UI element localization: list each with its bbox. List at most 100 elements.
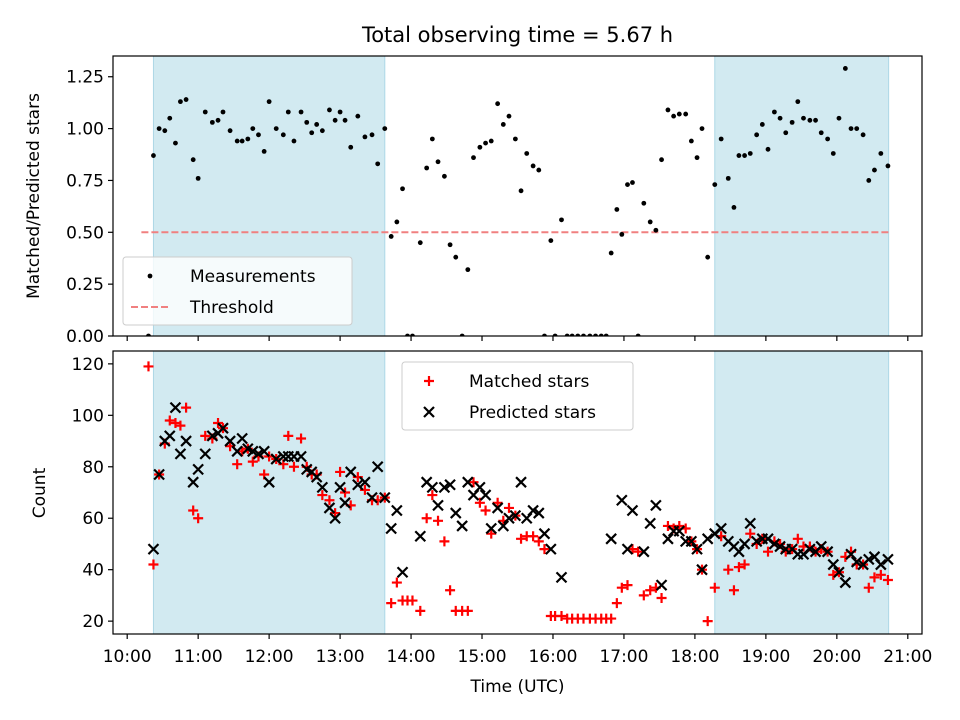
matched-star-point [386,598,397,609]
x-tick-label: 15:00 [458,647,507,667]
measurement-point [836,115,842,121]
matched-star-point [674,520,685,531]
predicted-star-point [750,535,763,548]
panel-top: 0.00 0.25 0.50 0.75 1.00 1.25 Measurements Thre… [66,55,923,347]
matched-star-point [875,569,886,580]
predicted-star-point [768,538,781,550]
predicted-star-point [527,504,539,517]
predicted-star-point [839,576,852,589]
measurement-point [314,122,320,127]
predicted-star-point [845,548,857,561]
x-tick-label: 10:00 [103,647,152,667]
matched-star-point [627,544,638,555]
measurement-point [167,115,173,121]
predicted-star-point [462,476,474,488]
measurement-point [765,146,771,152]
matched-star-point [181,402,192,413]
measurement-point [471,155,476,161]
predicted-star-point [206,430,219,442]
predicted-star-point [295,450,307,463]
predicted-star-point [334,481,346,494]
predicted-star-point [329,512,341,525]
measurement-point [818,130,824,136]
measurement-point [369,132,375,138]
matched-star-point [662,520,673,531]
predicted-star-point [438,481,451,494]
x-tick-label: 18:00 [670,647,719,667]
measurement-point [747,151,753,156]
measurement-point [813,117,818,123]
predicted-star-point [691,543,703,555]
predicted-star-point [538,527,551,540]
measurement-point [183,97,189,102]
predicted-star-point [180,435,192,447]
measurement-point [342,117,348,123]
measurement-point [298,109,304,115]
measurement-point [754,132,760,138]
measurement-point [337,109,343,115]
predicted-star-point [426,481,439,494]
x-tick-label: 20:00 [812,647,861,667]
predicted-star-point [252,448,265,460]
predicted-star-point [187,476,199,488]
matched-star-point [882,574,893,585]
predicted-star-point [456,520,468,532]
matched-star-point [462,605,473,616]
matched-star-point [792,533,803,544]
predicted-star-point [605,533,617,545]
measurement-point [239,138,245,144]
legend-dot-icon [147,273,153,279]
predicted-star-point [217,422,229,434]
matched-star-point [702,616,713,627]
measurement-point [162,128,168,134]
measurement-point [465,267,471,273]
measurement-point [400,186,405,192]
measurement-point [614,207,620,212]
legend-label: Threshold [189,298,274,318]
measurement-point [759,122,765,127]
predicted-star-point [444,479,456,491]
x-tick-label: 12:00 [245,647,294,667]
legend: Measurements Threshold [122,256,353,326]
matched-star-point [645,585,656,596]
measurement-point [173,140,178,146]
predicted-star-point [875,558,887,571]
matched-star-point [421,513,432,524]
predicted-star-point [685,535,698,548]
predicted-star-point [862,553,875,566]
observing-window-band [152,350,386,635]
predicted-star-point [650,499,662,512]
measurement-point [777,115,783,121]
measurement-point [659,157,664,163]
measurement-point [280,132,286,138]
predicted-star-point [662,533,674,545]
predicted-star-point [744,517,757,530]
matched-star-point [439,536,450,547]
measurement-point [178,99,183,105]
measurement-point [872,167,877,173]
measurement-point [530,163,536,169]
measurement-point [559,217,564,223]
predicted-star-point [821,545,834,558]
matched-star-point [503,502,514,513]
matched-star-point [317,490,328,501]
measurement-point [671,113,677,119]
matched-star-point [528,531,539,542]
measurement-point [878,151,884,156]
measurement-point [842,66,848,71]
matched-star-point [164,415,175,426]
measurement-point [447,242,453,248]
measurement-point [273,126,279,131]
matched-star-point [869,572,880,583]
predicted-star-point [359,476,371,488]
matched-star-point [474,497,485,508]
y-axis-label-top: Matched/Predicted stars [24,93,44,299]
y-tick-label: 0.75 [66,171,104,191]
measurement-point [795,99,801,105]
predicted-star-point [379,491,391,504]
predicted-star-point [310,471,323,483]
matched-star-point [330,508,341,519]
y-tick-label: 1.00 [66,120,104,140]
matched-star-point [445,585,456,596]
